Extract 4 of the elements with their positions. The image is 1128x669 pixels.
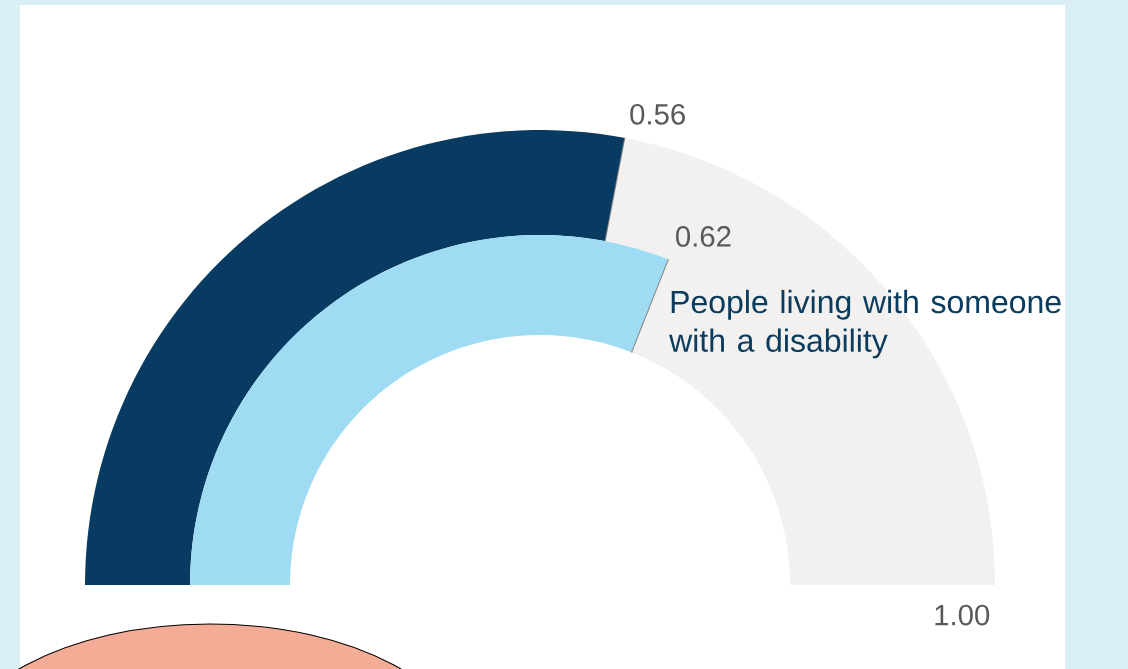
slice-label: People living with someone with a disability: [669, 289, 1061, 359]
text: 1.00: [935, 604, 990, 626]
data-label: 0.56: [630, 103, 685, 125]
data-label: 0.62: [676, 226, 731, 247]
